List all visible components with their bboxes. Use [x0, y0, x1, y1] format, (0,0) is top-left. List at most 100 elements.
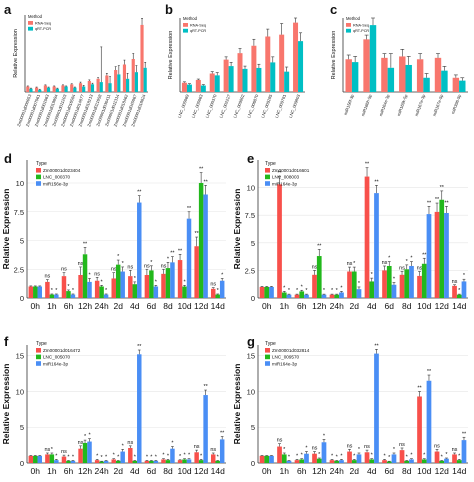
significance-label: ns	[144, 263, 150, 269]
bar	[242, 68, 248, 92]
panel-letter: e	[247, 151, 254, 166]
legend-entry: RNA-Seq	[35, 21, 51, 25]
bar	[52, 86, 56, 92]
significance-label: **	[435, 197, 440, 203]
bar	[345, 59, 352, 92]
legend-swatch	[346, 28, 351, 33]
x-tick-label: 1h	[47, 466, 57, 476]
significance-label: *	[358, 447, 361, 453]
bar	[386, 265, 392, 298]
x-tick-label: 4d	[367, 301, 377, 311]
bar	[281, 292, 287, 298]
bar	[259, 286, 265, 298]
bar	[426, 380, 432, 463]
significance-label: *	[406, 259, 409, 265]
significance-label: *	[55, 288, 58, 294]
bar	[200, 85, 206, 92]
x-tick-label: 12d	[435, 301, 449, 311]
significance-label: *	[406, 454, 409, 460]
significance-label: ns	[399, 266, 405, 272]
significance-label: ns	[161, 263, 167, 269]
significance-label: *	[200, 453, 203, 459]
x-tick-label: 10d	[177, 301, 191, 311]
bar	[347, 451, 352, 463]
significance-label: *	[323, 433, 326, 439]
bar	[33, 286, 38, 298]
bar	[87, 81, 91, 92]
legend-swatch	[183, 23, 188, 27]
significance-label: ns	[347, 443, 353, 449]
significance-label: *	[358, 281, 361, 287]
bar	[286, 460, 292, 463]
bar	[114, 70, 118, 92]
bar	[94, 460, 100, 463]
bar	[334, 294, 340, 298]
panel-letter: a	[4, 2, 12, 17]
y-tick-label: 5	[20, 237, 24, 246]
bar	[132, 284, 138, 298]
x-tick-label: 0h	[31, 466, 41, 476]
significance-label: *	[122, 261, 125, 267]
bar	[115, 460, 121, 463]
bar	[126, 78, 130, 92]
legend-entry: Zm00001d023404	[43, 168, 81, 173]
bar	[82, 254, 88, 298]
bar	[209, 73, 215, 92]
bar	[78, 275, 83, 298]
y-tick-label: 0	[251, 294, 255, 303]
legend-title: Method	[346, 16, 361, 21]
bar	[161, 273, 166, 298]
significance-label: *	[458, 453, 461, 459]
significance-label: *	[393, 447, 396, 453]
significance-label: *	[183, 453, 186, 459]
panel-d: d 0 2.5 5 7.5 10 Relative Expression ns ns ns ns ns…	[1, 151, 226, 311]
significance-label: ns	[78, 440, 84, 446]
bar	[198, 183, 204, 298]
bar	[299, 291, 305, 298]
y-tick-label: 2.5	[245, 266, 255, 275]
legend-entry: RNA-Seq	[353, 23, 369, 27]
x-tick-label: miR169k-5p	[396, 93, 409, 117]
panel-letter: d	[4, 151, 12, 166]
bar	[269, 286, 274, 298]
bar	[461, 281, 467, 298]
legend-entry: Zm00001d016601	[272, 168, 310, 173]
bar	[461, 440, 467, 463]
significance-label: **	[220, 431, 225, 437]
significance-label: *	[323, 288, 326, 294]
bar	[186, 84, 192, 92]
significance-label: *	[318, 452, 321, 458]
bar	[374, 193, 379, 298]
legend-entry: miR164e-3p	[43, 361, 68, 366]
x-tick-label: 4d	[130, 466, 140, 476]
bar	[391, 454, 397, 463]
bar	[219, 439, 225, 463]
bar	[452, 77, 460, 92]
bar	[281, 454, 287, 463]
significance-label: *	[410, 256, 413, 262]
bar	[459, 80, 466, 92]
x-tick-label: LNC_009285	[260, 93, 273, 119]
bar	[28, 286, 34, 298]
y-tick-label: 5	[20, 423, 24, 432]
bar	[421, 263, 427, 298]
bar	[78, 83, 83, 92]
bar	[434, 451, 440, 463]
legend-swatch	[183, 28, 188, 33]
y-tick-label: 5	[251, 423, 255, 432]
bar	[386, 461, 392, 463]
significance-label: **	[365, 162, 370, 168]
x-tick-label: 12d	[435, 466, 449, 476]
significance-label: *	[353, 453, 356, 459]
bar	[170, 262, 175, 298]
significance-label: ns	[44, 447, 50, 453]
bar	[149, 270, 154, 298]
significance-label: ns	[210, 282, 216, 288]
x-tick-label: 12h	[312, 301, 326, 311]
x-tick-label: 24h	[330, 466, 344, 476]
bar	[363, 39, 370, 92]
significance-label: **	[427, 200, 432, 206]
bar	[237, 53, 243, 92]
x-tick-label: 6h	[297, 466, 307, 476]
